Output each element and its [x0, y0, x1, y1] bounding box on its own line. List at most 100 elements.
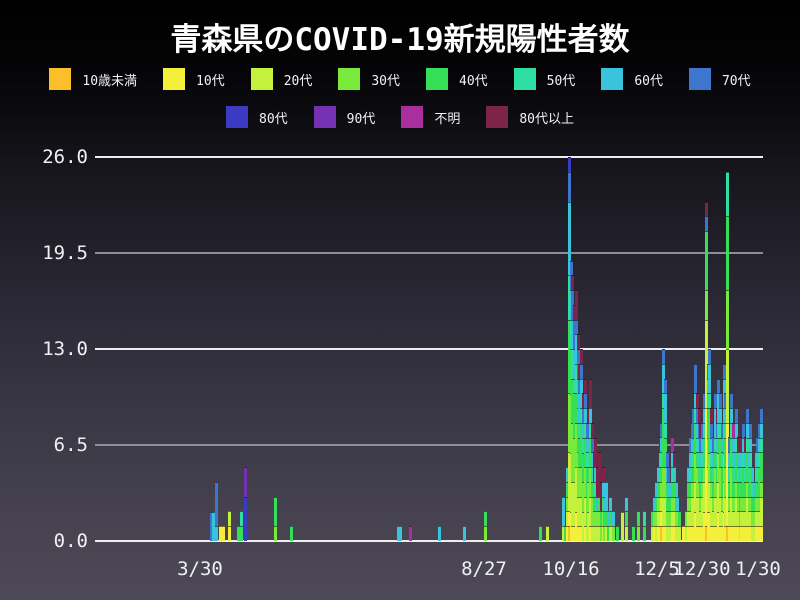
bar-2021-01-11	[724, 393, 728, 541]
legend-label: 10歳未満	[82, 73, 138, 89]
bar-2020-11-01	[598, 452, 601, 541]
bar-segment-30代	[612, 526, 616, 541]
bar-2020-10-15	[567, 157, 571, 541]
bar-segment-60代	[582, 422, 585, 438]
x-tick-label-1/30: 1/30	[735, 558, 781, 580]
bar-segment-40代	[747, 481, 751, 497]
bar-segment-70代	[590, 437, 594, 453]
bar-segment-30代	[576, 452, 580, 497]
legend-label: 90代	[346, 111, 376, 127]
bar-segment-50代	[642, 511, 646, 527]
bar-segment-30代	[583, 467, 587, 497]
bar-segment-40代	[587, 467, 591, 482]
y-tick-label-13.0: 13.0	[42, 338, 88, 360]
bar-segment-30代	[715, 481, 719, 497]
bar-segment-60代	[699, 452, 703, 468]
bar-segment-60代	[701, 437, 705, 453]
bar-2020-10-26	[587, 408, 591, 541]
bar-segment-40代	[565, 481, 569, 497]
bar-segment-70代	[701, 422, 705, 438]
bar-segment-70代	[662, 349, 666, 364]
bar-segment-30代	[569, 393, 573, 453]
bar-segment-80代以上	[672, 452, 676, 468]
bar-segment-50代	[754, 467, 758, 482]
y-tick-label-19.5: 19.5	[42, 242, 88, 264]
legend-swatch-icon	[601, 68, 624, 90]
bar-segment-30代	[663, 467, 667, 497]
bar-segment-10代	[713, 526, 717, 541]
bar-segment-20代	[580, 496, 584, 527]
bar-segment-50代	[738, 481, 742, 497]
bar-segment-50代	[743, 467, 747, 482]
bar-segment-10代	[565, 526, 569, 541]
bar-segment-60代	[603, 496, 607, 512]
bar-segment-30代	[674, 511, 678, 527]
bar-2020-08-03	[437, 526, 441, 541]
bar-segment-70代	[665, 452, 669, 468]
legend-label: 60代	[634, 73, 663, 89]
bar-segment-10代	[576, 526, 580, 541]
bar-segment-60代	[738, 467, 742, 482]
bar-2020-12-12	[671, 437, 674, 541]
bar-segment-40代	[580, 422, 584, 468]
bar-segment-40代	[710, 467, 714, 482]
bar-segment-20代	[756, 511, 760, 527]
bar-segment-20代	[546, 526, 550, 541]
bar-2020-07-18	[409, 526, 413, 541]
bar-segment-30代	[660, 481, 664, 497]
bar-segment-40代	[726, 216, 730, 291]
bar-segment-10代	[735, 526, 738, 541]
legend-item-90代: 90代	[313, 106, 376, 128]
bar-segment-30代	[695, 467, 699, 497]
bar-segment-10代	[671, 526, 674, 541]
bar-segment-20代	[736, 511, 740, 527]
bar-2020-07-12	[398, 526, 402, 541]
bar-segment-30代	[676, 511, 680, 527]
bar-segment-40代	[576, 422, 580, 453]
bar-segment-60代	[745, 422, 749, 438]
bar-2020-10-24	[583, 378, 587, 541]
bar-segment-30代	[594, 511, 598, 527]
bar-2021-01-23	[745, 408, 749, 541]
bar-segment-70代	[713, 393, 717, 409]
bar-segment-50代	[660, 452, 664, 468]
bar-segment-70代	[697, 422, 701, 438]
bar-segment-60代	[717, 393, 721, 423]
bar-segment-30代	[637, 526, 641, 541]
bar-segment-60代	[671, 452, 674, 468]
bar-segment-60代	[751, 467, 755, 482]
bar-segment-30代	[754, 496, 758, 512]
bar-segment-40代	[662, 408, 666, 468]
bar-2020-04-16	[243, 467, 247, 541]
bar-segment-20代	[596, 526, 600, 541]
bar-2020-12-30	[703, 393, 706, 541]
y-tick-label-6.5: 6.5	[53, 434, 88, 456]
bar-segment-70代	[719, 393, 722, 409]
bar-segment-30代	[573, 437, 577, 482]
bar-segment-80代以上	[578, 363, 582, 379]
bar-segment-40代	[715, 467, 719, 482]
bar-segment-50代	[747, 467, 751, 482]
bar-segment-40代	[539, 526, 543, 541]
bar-segment-30代	[484, 526, 488, 541]
bar-segment-50代	[671, 467, 674, 482]
bar-segment-80代以上	[697, 407, 701, 423]
bar-segment-40代	[651, 511, 655, 527]
bar-segment-70代	[710, 422, 714, 438]
bar-segment-30代	[687, 496, 690, 512]
bar-2020-12-01	[651, 511, 655, 541]
bar-segment-10代	[743, 526, 747, 541]
bar-segment-50代	[715, 452, 719, 468]
bar-segment-20代	[662, 496, 666, 527]
bar-segment-20代	[697, 496, 701, 527]
bar-segment-60代	[592, 481, 596, 497]
bar-segment-60代	[758, 437, 762, 453]
bar-segment-60代	[656, 467, 660, 482]
bar-segment-60代	[578, 393, 582, 423]
bar-segment-60代	[583, 408, 587, 423]
bar-2020-11-09	[612, 511, 616, 541]
legend-row-2: 80代 90代 不明 80代以上	[0, 106, 800, 128]
bar-2021-01-03	[710, 407, 714, 541]
bar-segment-30代	[574, 422, 578, 468]
bar-segment-40代	[678, 511, 682, 527]
